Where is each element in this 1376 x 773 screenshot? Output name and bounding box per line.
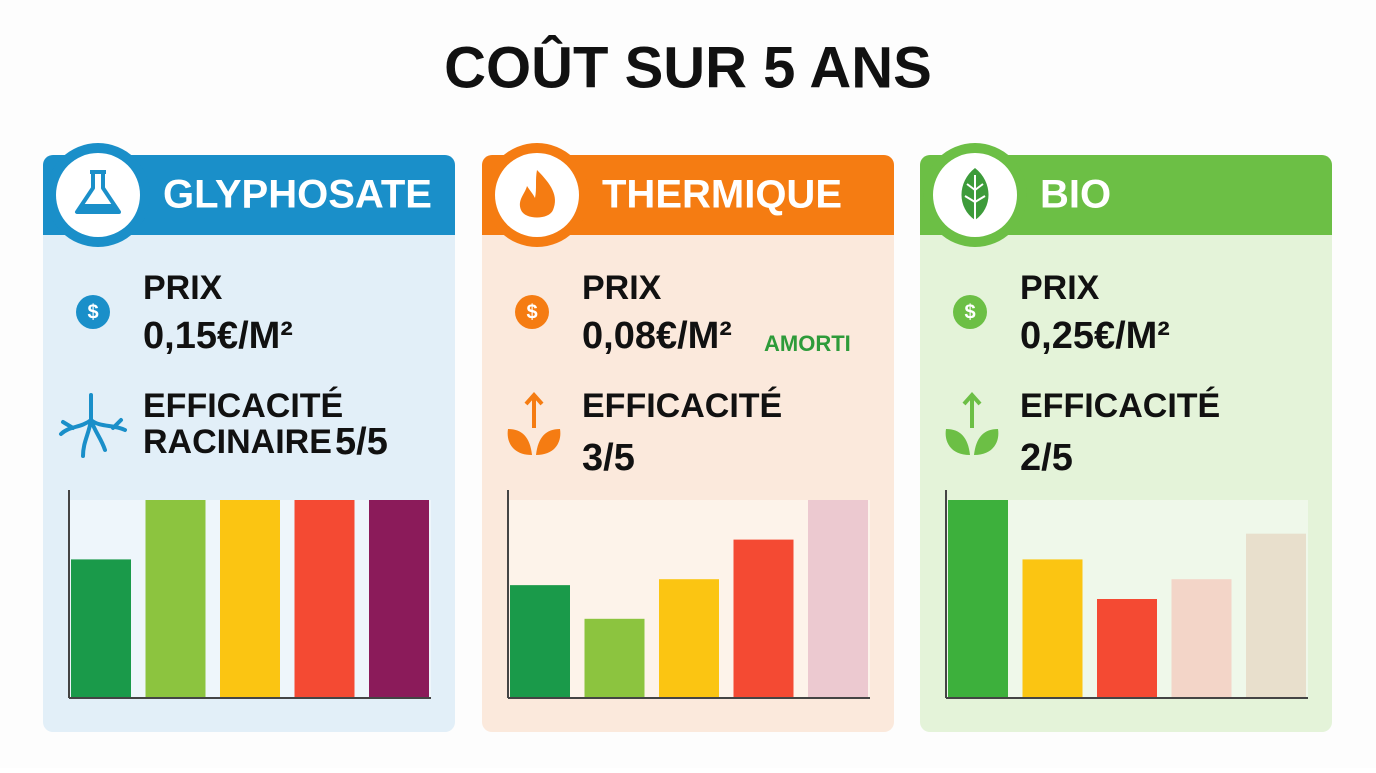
price-note: AMORTI <box>764 331 851 356</box>
efficacy-label: EFFICACITÉ <box>582 387 782 425</box>
price-icon-symbol: $ <box>526 301 537 323</box>
bar <box>71 559 131 698</box>
roots-icon <box>59 393 127 458</box>
bar <box>294 500 355 698</box>
flame-icon <box>519 170 556 218</box>
efficacy-label: EFFICACITÉ <box>143 387 343 425</box>
price-icon <box>515 295 549 329</box>
bar <box>145 500 206 698</box>
price-icon-symbol: $ <box>964 301 975 323</box>
bar <box>948 500 1008 698</box>
bar <box>220 500 280 698</box>
efficacy-value: 5/5 <box>335 421 388 463</box>
leaf-vein <box>964 175 986 223</box>
efficacy-label: EFFICACITÉ <box>1020 387 1220 425</box>
bar <box>1171 579 1232 698</box>
growth-icon-leaves <box>945 429 999 455</box>
efficacy-label: RACINAIRE <box>143 423 332 461</box>
bar <box>1097 599 1157 698</box>
bar <box>659 579 719 698</box>
price-value: 0,15€/M² <box>143 315 293 357</box>
bar <box>369 500 429 698</box>
card-header-title: THERMIQUE <box>602 173 842 217</box>
price-icon-symbol: $ <box>87 301 98 323</box>
bar <box>808 500 868 698</box>
price-value: 0,08€/M² <box>582 315 732 357</box>
card-header-base <box>920 215 1332 235</box>
growth-icon-arrow <box>524 391 544 428</box>
bar <box>510 585 570 698</box>
efficacy-value: 2/5 <box>1020 437 1073 479</box>
card-header-title: GLYPHOSATE <box>163 173 432 217</box>
price-icon <box>953 295 987 329</box>
efficacy-value: 3/5 <box>582 437 635 479</box>
price-label: PRIX <box>143 269 223 307</box>
card-header-base <box>482 215 894 235</box>
page-title: COÛT SUR 5 ANS <box>444 35 932 100</box>
price-label: PRIX <box>582 269 662 307</box>
header-icon <box>56 153 140 237</box>
price-icon <box>76 295 110 329</box>
bar <box>1022 559 1083 698</box>
bar <box>733 539 794 698</box>
flask-liquid <box>79 204 117 212</box>
card-header-title: BIO <box>1040 173 1111 217</box>
bar <box>1246 533 1306 698</box>
card-header-base <box>43 215 455 235</box>
growth-icon-arrow <box>962 391 982 428</box>
price-label: PRIX <box>1020 269 1100 307</box>
bar <box>584 618 645 698</box>
price-value: 0,25€/M² <box>1020 315 1170 357</box>
growth-icon-leaves <box>507 429 561 455</box>
